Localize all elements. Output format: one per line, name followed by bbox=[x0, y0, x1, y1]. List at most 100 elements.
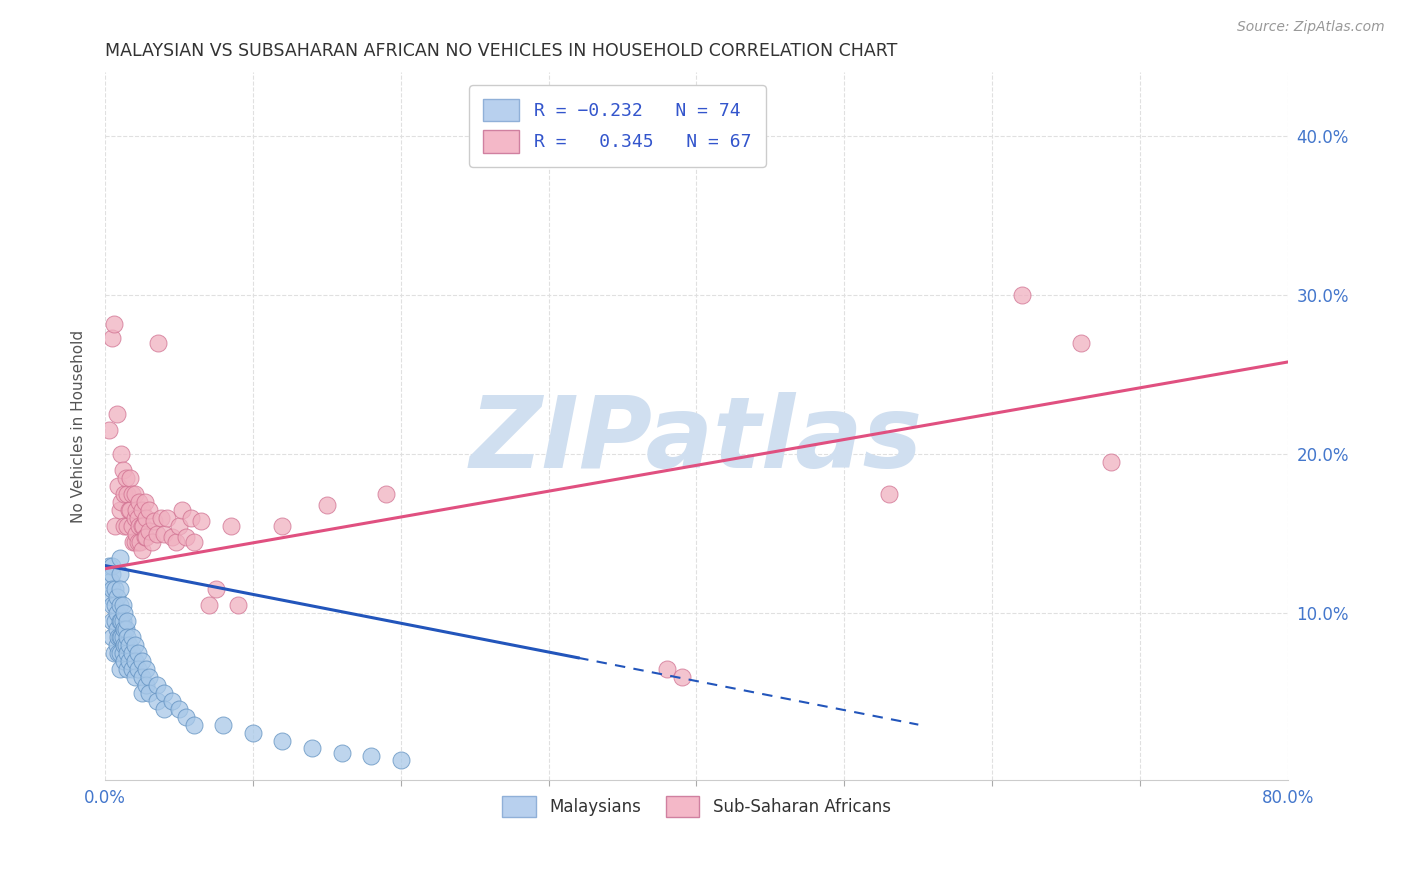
Point bbox=[153, 526, 176, 541]
Point bbox=[135, 530, 157, 544]
Point bbox=[100, 574, 122, 589]
Point bbox=[118, 503, 141, 517]
Point bbox=[115, 487, 138, 501]
Point bbox=[330, 746, 353, 760]
Point bbox=[112, 622, 135, 636]
Point bbox=[111, 463, 134, 477]
Point bbox=[103, 317, 125, 331]
Text: ZIPatlas: ZIPatlas bbox=[470, 392, 924, 489]
Point bbox=[121, 646, 143, 660]
Point bbox=[131, 503, 153, 517]
Point bbox=[103, 646, 125, 660]
Point bbox=[112, 487, 135, 501]
Point bbox=[111, 614, 134, 628]
Point bbox=[360, 749, 382, 764]
Point bbox=[197, 599, 219, 613]
Point bbox=[153, 702, 176, 716]
Point bbox=[108, 614, 131, 628]
Point bbox=[107, 479, 129, 493]
Point bbox=[125, 503, 148, 517]
Point bbox=[108, 599, 131, 613]
Point bbox=[105, 408, 128, 422]
Point bbox=[127, 646, 149, 660]
Point bbox=[183, 534, 205, 549]
Point bbox=[138, 524, 160, 538]
Point bbox=[132, 518, 155, 533]
Point bbox=[121, 630, 143, 644]
Point bbox=[112, 654, 135, 668]
Point bbox=[125, 526, 148, 541]
Point bbox=[124, 638, 146, 652]
Point bbox=[165, 534, 187, 549]
Point bbox=[111, 646, 134, 660]
Point bbox=[1011, 288, 1033, 302]
Point bbox=[134, 530, 156, 544]
Point bbox=[167, 518, 190, 533]
Point bbox=[101, 614, 124, 628]
Point bbox=[108, 582, 131, 597]
Point bbox=[115, 662, 138, 676]
Point bbox=[124, 654, 146, 668]
Point bbox=[226, 599, 249, 613]
Point bbox=[112, 518, 135, 533]
Point bbox=[138, 670, 160, 684]
Point bbox=[180, 511, 202, 525]
Point bbox=[176, 709, 198, 723]
Point bbox=[121, 487, 143, 501]
Point bbox=[101, 582, 124, 597]
Point bbox=[212, 717, 235, 731]
Point bbox=[107, 630, 129, 644]
Point bbox=[105, 607, 128, 621]
Point bbox=[135, 511, 157, 525]
Point bbox=[111, 599, 134, 613]
Point bbox=[101, 331, 124, 345]
Point bbox=[135, 662, 157, 676]
Point bbox=[142, 514, 165, 528]
Point bbox=[145, 678, 167, 692]
Point bbox=[120, 471, 142, 485]
Point bbox=[115, 630, 138, 644]
Point bbox=[271, 733, 294, 747]
Legend: Malaysians, Sub-Saharan Africans: Malaysians, Sub-Saharan Africans bbox=[494, 788, 898, 825]
Point bbox=[101, 599, 124, 613]
Point bbox=[156, 511, 179, 525]
Point bbox=[190, 514, 212, 528]
Point bbox=[115, 614, 138, 628]
Point bbox=[104, 599, 127, 613]
Point bbox=[375, 487, 398, 501]
Point bbox=[110, 630, 132, 644]
Point bbox=[131, 686, 153, 700]
Point bbox=[101, 630, 124, 644]
Point bbox=[110, 447, 132, 461]
Point bbox=[134, 495, 156, 509]
Point bbox=[101, 566, 124, 581]
Point bbox=[121, 518, 143, 533]
Point bbox=[138, 503, 160, 517]
Point bbox=[127, 511, 149, 525]
Point bbox=[242, 725, 264, 739]
Point bbox=[111, 630, 134, 644]
Point bbox=[105, 591, 128, 605]
Point bbox=[153, 686, 176, 700]
Point bbox=[129, 534, 152, 549]
Point bbox=[131, 670, 153, 684]
Text: Source: ZipAtlas.com: Source: ZipAtlas.com bbox=[1237, 20, 1385, 34]
Point bbox=[108, 646, 131, 660]
Point bbox=[118, 638, 141, 652]
Point bbox=[124, 487, 146, 501]
Point bbox=[108, 566, 131, 581]
Point bbox=[150, 511, 173, 525]
Point bbox=[141, 534, 163, 549]
Point bbox=[108, 503, 131, 517]
Point bbox=[120, 503, 142, 517]
Point bbox=[671, 670, 693, 684]
Point bbox=[101, 558, 124, 573]
Point bbox=[131, 542, 153, 557]
Point bbox=[167, 702, 190, 716]
Point bbox=[655, 662, 678, 676]
Point bbox=[145, 526, 167, 541]
Point bbox=[98, 558, 121, 573]
Point bbox=[148, 335, 170, 350]
Point bbox=[131, 654, 153, 668]
Point bbox=[127, 662, 149, 676]
